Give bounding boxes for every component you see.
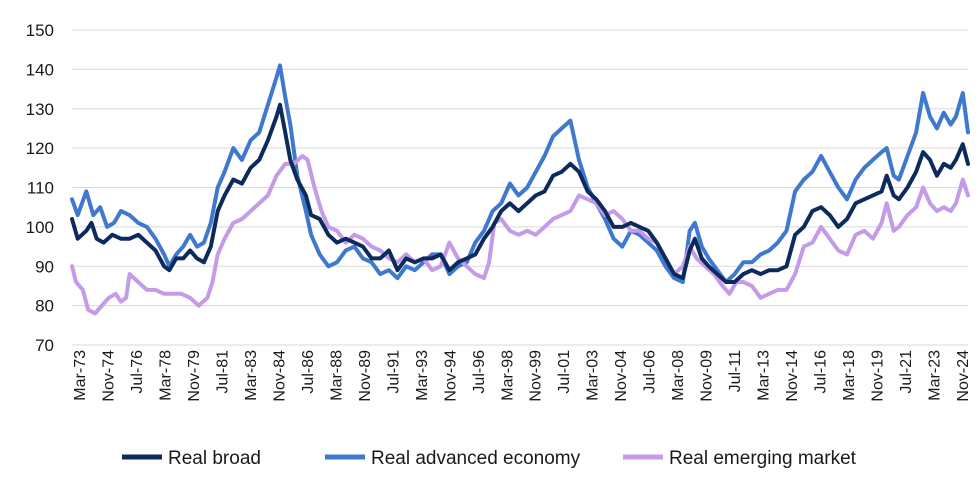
x-tick-label-jul-01: Jul-01 (556, 350, 573, 394)
legend-label-real-emerging-market: Real emerging market (669, 448, 857, 469)
y-tick-label-90: 90 (35, 257, 54, 276)
x-tick-label-mar-08: Mar-08 (670, 350, 687, 401)
y-tick-label-120: 120 (26, 139, 54, 158)
x-tick-label-nov-14: Nov-14 (784, 350, 801, 402)
series-line-real-emerging-market (70, 154, 970, 316)
x-tick-label-jul-86: Jul-86 (300, 350, 317, 394)
y-tick-label-150: 150 (26, 21, 54, 40)
series-line-real-advanced-economy (70, 63, 970, 284)
y-tick-label-130: 130 (26, 100, 54, 119)
x-tick-label-mar-78: Mar-78 (157, 350, 174, 401)
x-tick-label-jul-16: Jul-16 (813, 350, 830, 394)
x-tick-label-mar-93: Mar-93 (414, 350, 431, 401)
x-tick-label-mar-18: Mar-18 (841, 350, 858, 401)
series-lines (70, 63, 970, 316)
x-tick-label-nov-24: Nov-24 (955, 350, 972, 402)
y-axis-ticks: 70 80 90 100 110 120 130 140 150 (26, 21, 54, 355)
x-tick-label-jul-91: Jul-91 (385, 350, 402, 394)
x-tick-label-jul-96: Jul-96 (471, 350, 488, 394)
x-tick-label-mar-73: Mar-73 (72, 350, 89, 401)
x-tick-label-jul-11: Jul-11 (727, 350, 744, 392)
x-tick-label-mar-03: Mar-03 (585, 350, 602, 401)
x-tick-label-jul-81: Jul-81 (214, 350, 231, 394)
x-tick-label-nov-99: Nov-99 (528, 350, 545, 402)
x-tick-label-nov-79: Nov-79 (186, 350, 203, 402)
x-tick-label-mar-98: Mar-98 (499, 350, 516, 401)
y-tick-label-70: 70 (35, 336, 54, 355)
series-line-real-broad (70, 102, 970, 284)
x-axis-ticks: Mar-73 Nov-74 Jul-76 Mar-78 Nov-79 Jul-81 Mar-… (72, 350, 972, 402)
x-tick-label-nov-04: Nov-04 (613, 350, 630, 402)
y-tick-label-140: 140 (26, 60, 54, 79)
grid-lines (72, 29, 968, 346)
legend-label-real-broad: Real broad (168, 448, 261, 469)
x-tick-label-mar-88: Mar-88 (328, 350, 345, 401)
y-tick-label-110: 110 (27, 179, 54, 198)
x-tick-label-nov-09: Nov-09 (699, 350, 716, 402)
x-tick-label-nov-84: Nov-84 (271, 350, 288, 402)
legend: Real broad Real advanced economy Real emer… (122, 448, 857, 469)
x-tick-label-mar-13: Mar-13 (756, 350, 773, 401)
y-tick-label-80: 80 (35, 297, 54, 316)
x-tick-label-jul-21: Jul-21 (898, 350, 915, 394)
x-tick-label-nov-94: Nov-94 (442, 350, 459, 402)
x-tick-label-jul-76: Jul-76 (129, 350, 146, 394)
x-tick-label-mar-83: Mar-83 (243, 350, 260, 401)
legend-label-real-advanced-economy: Real advanced economy (371, 448, 581, 469)
x-tick-label-nov-19: Nov-19 (870, 350, 887, 402)
x-tick-label-nov-89: Nov-89 (357, 350, 374, 402)
y-tick-label-100: 100 (26, 218, 54, 237)
x-tick-label-mar-23: Mar-23 (927, 350, 944, 401)
x-tick-label-jul-06: Jul-06 (642, 350, 659, 394)
x-tick-label-nov-74: Nov-74 (100, 350, 117, 402)
